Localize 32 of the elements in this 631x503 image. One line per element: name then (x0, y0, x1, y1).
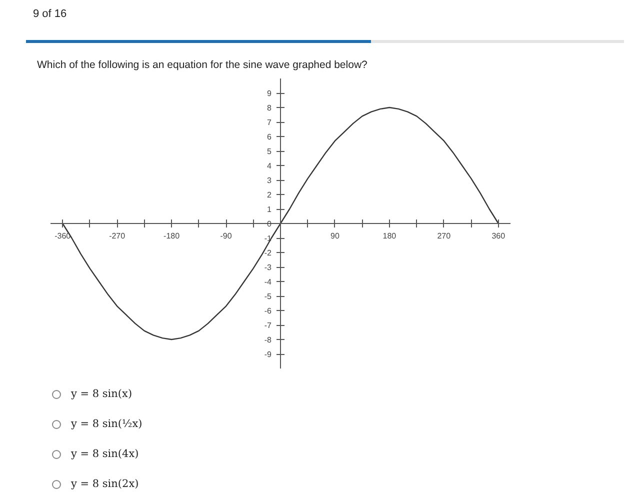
y-tick-label: 6 (267, 132, 272, 142)
y-tick-label: 7 (267, 118, 272, 127)
x-tick-label: 270 (437, 231, 452, 240)
y-tick-label: -9 (264, 350, 272, 359)
y-tick-label: 8 (267, 103, 272, 112)
chart-title: Which of the following is an equation for the sine wave graphed below? (37, 58, 368, 73)
text: y = 8 sin(½x) (70, 416, 142, 432)
y-tick-label: -4 (264, 277, 272, 286)
text: 9 of 16 (33, 7, 67, 22)
y-tick-label: 2 (267, 190, 272, 200)
x-tick-label: -90 (220, 231, 232, 240)
text: y = 8 sin(x) (70, 386, 134, 402)
text: y = 8 sin(4x) (70, 446, 140, 462)
text: y = 8 sin(2x) (70, 476, 140, 492)
y-tick-label: -1 (264, 234, 272, 243)
y-tick-label: -6 (264, 306, 272, 316)
y-tick-label: 1 (267, 204, 272, 214)
x-tick-label: 360 (492, 231, 506, 240)
y-tick-label: 4 (267, 161, 272, 170)
y-tick-label: -2 (264, 248, 272, 258)
y-tick-label: 3 (267, 176, 272, 185)
x-tick-label: -270 (109, 231, 126, 240)
y-tick-label: 9 (267, 88, 272, 98)
x-tick-label: -360 (54, 231, 72, 240)
x-tick-label: -180 (164, 231, 180, 240)
y-tick-label: 5 (267, 146, 272, 156)
x-tick-label: 90 (330, 231, 340, 240)
y-tick-label: -7 (264, 320, 272, 330)
x-tick-label: 180 (382, 231, 397, 240)
y-tick-label: -5 (264, 292, 272, 301)
y-tick-label: -3 (264, 262, 272, 272)
y-tick-label: -8 (264, 335, 272, 344)
